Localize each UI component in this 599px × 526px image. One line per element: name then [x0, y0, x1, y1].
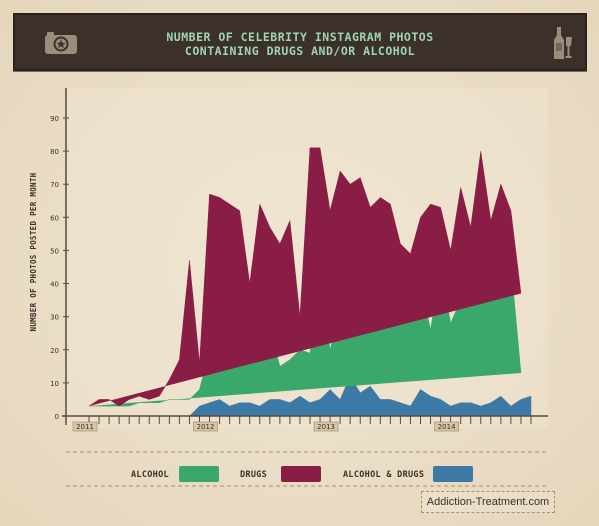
- y-tick-label: 30: [50, 314, 59, 322]
- x-year-label: 2011: [76, 423, 94, 431]
- chart-title-line-2: CONTAINING DRUGS AND/OR ALCOHOL: [184, 44, 416, 58]
- chart-title-line-1: NUMBER OF CELEBRITY INSTAGRAM PHOTOS: [166, 30, 434, 44]
- y-axis-label: NUMBER OF PHOTOS POSTED PER MONTH: [29, 172, 38, 331]
- legend-swatch-alcohol: [179, 466, 219, 482]
- legend-swatch-alcohol-drugs: [433, 466, 473, 482]
- year-tag: [193, 421, 218, 432]
- legend-swatch-drugs: [281, 466, 321, 482]
- legend: ALCOHOL DRUGS ALCOHOL & DRUGS: [0, 466, 599, 486]
- y-tick-label: 70: [50, 181, 59, 189]
- y-tick-label: 90: [50, 115, 59, 123]
- year-tag: [72, 421, 98, 432]
- y-tick-label: 80: [50, 148, 59, 156]
- y-tick-label: 40: [50, 281, 59, 289]
- chart-title: NUMBER OF CELEBRITY INSTAGRAM PHOTOS CON…: [15, 30, 585, 58]
- x-year-label: 2013: [317, 423, 335, 431]
- y-tick-label: 50: [50, 247, 59, 255]
- year-tag: [313, 421, 339, 432]
- series-area-alcohol: [89, 249, 522, 407]
- y-tick-label: 10: [50, 380, 59, 388]
- legend-label-drugs: DRUGS: [240, 470, 268, 480]
- year-tag: [434, 421, 459, 432]
- title-banner: NUMBER OF CELEBRITY INSTAGRAM PHOTOS CON…: [13, 13, 587, 71]
- y-tick-label: 0: [55, 413, 59, 421]
- x-year-label: 2014: [438, 423, 456, 431]
- x-year-label: 2012: [197, 423, 215, 431]
- y-tick-label: 60: [50, 214, 59, 222]
- legend-label-alcohol-drugs: ALCOHOL & DRUGS: [343, 470, 425, 480]
- credit-link[interactable]: Addiction-Treatment.com: [421, 491, 555, 513]
- bottle-icon: [554, 27, 572, 59]
- series-area-drugs: [88, 147, 522, 407]
- legend-label-alcohol: ALCOHOL: [131, 470, 169, 480]
- y-tick-label: 20: [50, 347, 59, 355]
- camera-icon: [45, 32, 77, 54]
